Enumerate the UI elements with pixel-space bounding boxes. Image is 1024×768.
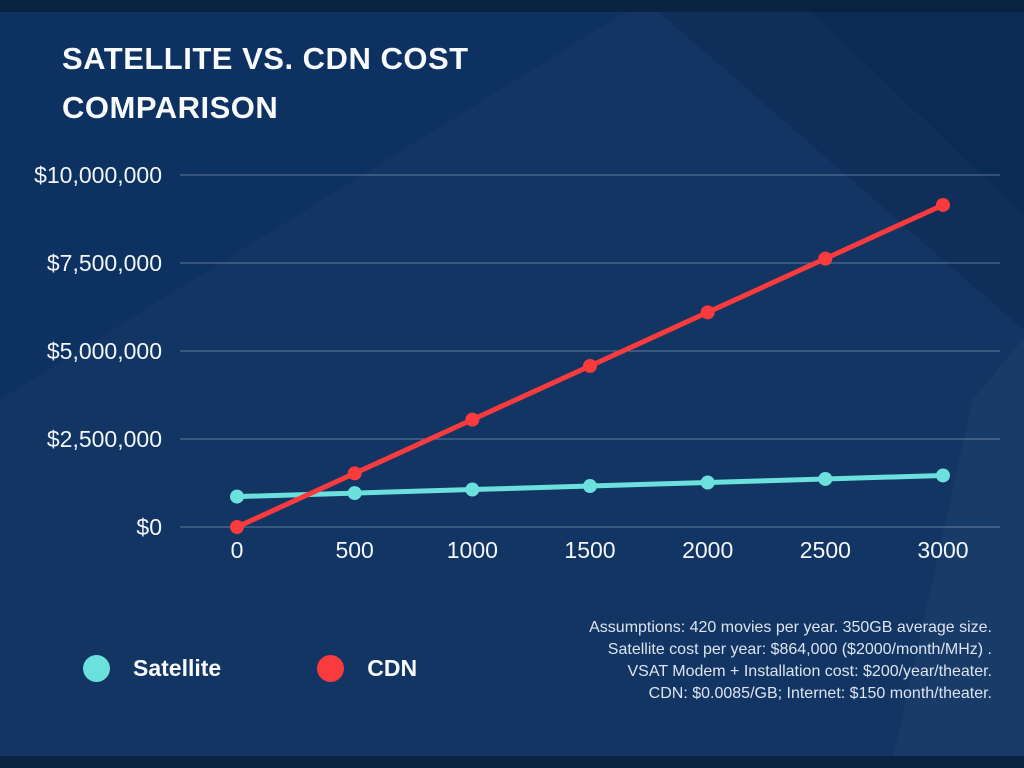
satellite-data-point	[700, 475, 715, 490]
cdn-data-point	[936, 197, 950, 212]
x-axis-tick-label: 2500	[800, 537, 851, 563]
chart-legend: Satellite CDN	[83, 655, 417, 682]
legend-item-cdn: CDN	[317, 655, 417, 682]
assumptions-note: Assumptions: 420 movies per year. 350GB …	[589, 619, 992, 702]
y-axis-tick-label: $7,500,000	[47, 250, 162, 276]
cdn-legend-dot-icon	[317, 655, 345, 682]
y-axis-tick-label: $0	[136, 514, 162, 540]
cdn-data-point	[583, 358, 597, 373]
satellite-data-point	[818, 471, 833, 486]
y-axis-tick-label: $10,000,000	[34, 162, 162, 188]
satellite-data-point	[347, 486, 362, 501]
cdn-data-point	[230, 520, 244, 534]
legend-item-satellite: Satellite	[83, 655, 221, 682]
top-border-band	[0, 0, 1024, 12]
legend-label-satellite: Satellite	[133, 655, 222, 681]
bottom-border-band	[0, 756, 1024, 768]
cdn-data-point	[818, 251, 833, 266]
satellite-data-point	[936, 468, 950, 483]
legend-label-cdn: CDN	[367, 655, 418, 681]
y-axis-tick-label: $2,500,000	[47, 426, 162, 452]
page-title: SATELLITE VS. CDN COST COMPARISON	[62, 34, 469, 132]
satellite-legend-dot-icon	[83, 655, 110, 682]
page-title-line1: SATELLITE VS. CDN COST	[62, 41, 469, 76]
satellite-data-point	[583, 479, 597, 494]
x-axis-tick-label: 1500	[564, 537, 615, 563]
y-axis-tick-label: $5,000,000	[47, 338, 162, 364]
satellite-data-point	[465, 482, 480, 497]
cdn-data-point	[700, 305, 715, 320]
x-axis-tick-label: 500	[335, 537, 373, 563]
x-axis-tick-label: 1000	[447, 537, 498, 563]
cdn-data-point	[465, 412, 480, 427]
x-axis-tick-label: 0	[231, 537, 244, 563]
page-title-line2: COMPARISON	[62, 90, 279, 125]
x-axis-tick-label: 3000	[917, 537, 968, 563]
cdn-data-point	[347, 466, 362, 481]
satellite-data-point	[230, 489, 244, 504]
x-axis-tick-label: 2000	[682, 537, 733, 563]
